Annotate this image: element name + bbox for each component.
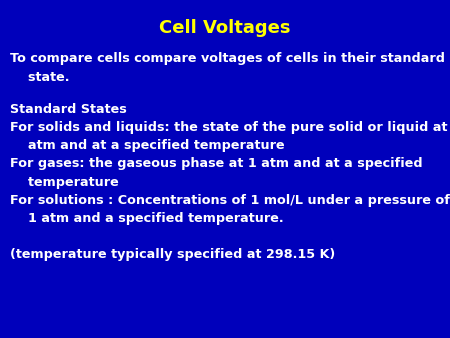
- Text: state.: state.: [10, 71, 69, 84]
- Text: To compare cells compare voltages of cells in their standard: To compare cells compare voltages of cel…: [10, 52, 445, 65]
- Text: Standard States: Standard States: [10, 103, 126, 116]
- Text: (temperature typically specified at 298.15 K): (temperature typically specified at 298.…: [10, 248, 335, 261]
- Text: 1 atm and a specified temperature.: 1 atm and a specified temperature.: [10, 212, 283, 225]
- Text: Cell Voltages: Cell Voltages: [159, 19, 291, 37]
- Text: For solids and liquids: the state of the pure solid or liquid at 1: For solids and liquids: the state of the…: [10, 121, 450, 134]
- Text: atm and at a specified temperature: atm and at a specified temperature: [10, 139, 284, 152]
- Text: temperature: temperature: [10, 176, 119, 189]
- Text: For gases: the gaseous phase at 1 atm and at a specified: For gases: the gaseous phase at 1 atm an…: [10, 157, 423, 170]
- Text: For solutions : Concentrations of 1 mol/L under a pressure of: For solutions : Concentrations of 1 mol/…: [10, 194, 450, 207]
